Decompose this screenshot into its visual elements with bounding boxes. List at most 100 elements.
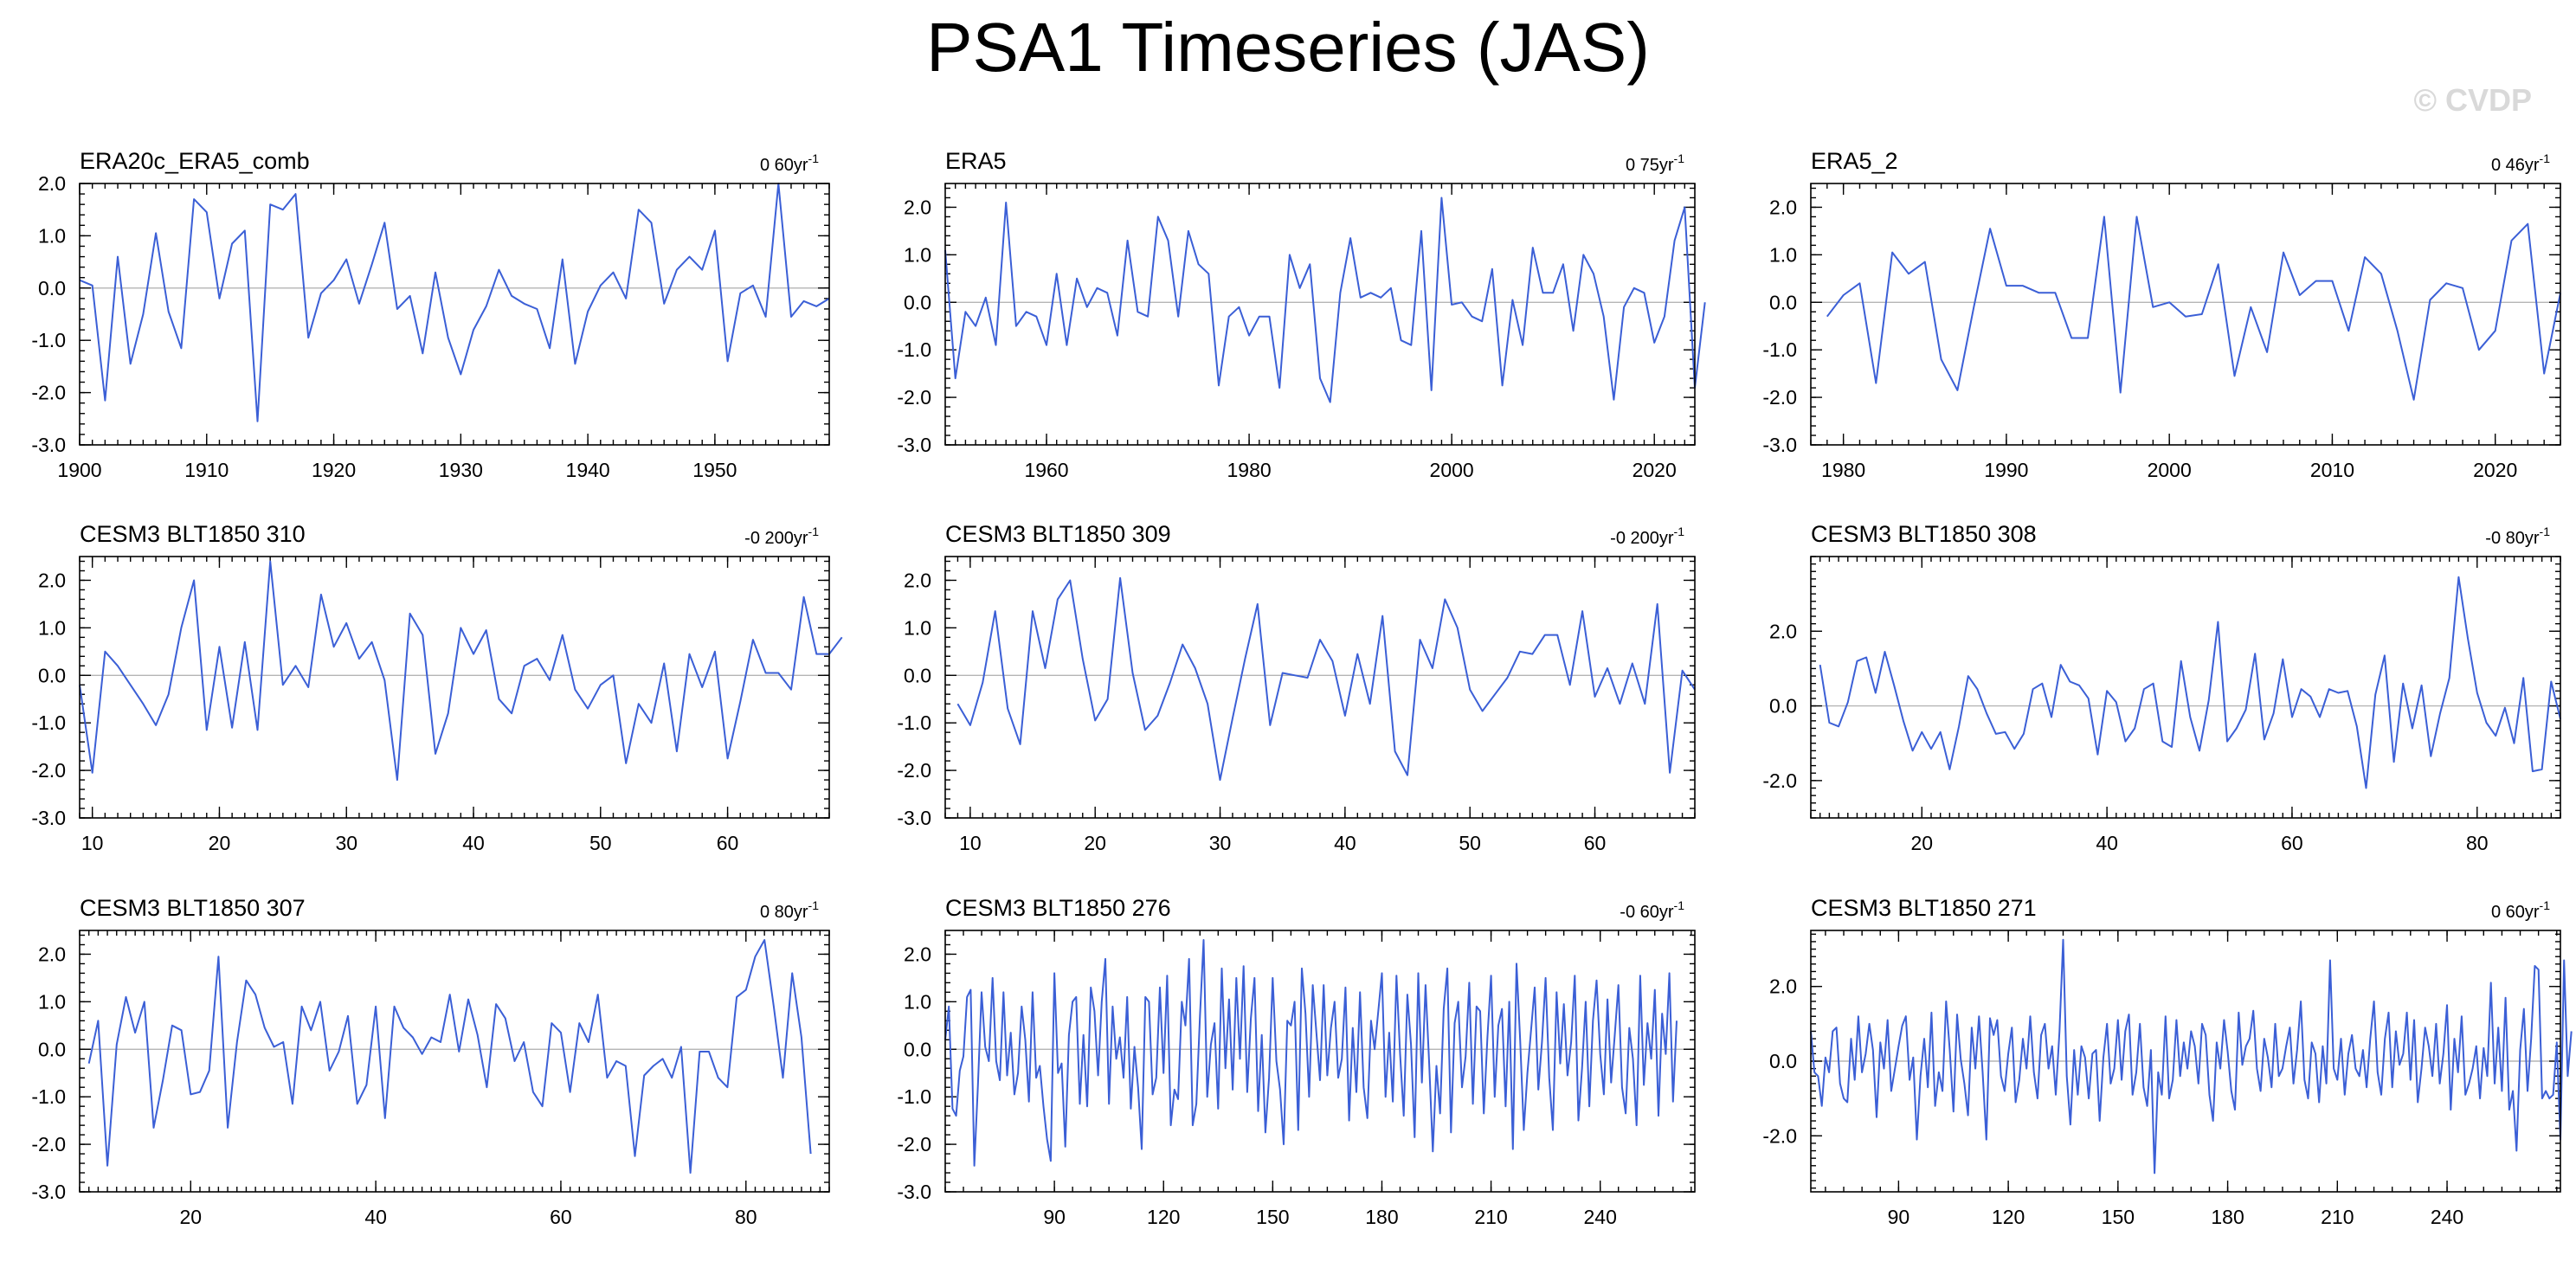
x-tick-label: 180: [2211, 1206, 2244, 1228]
panels: ERA20c_ERA5_comb 0 60yr-1 1900 1910 1920 1930…: [31, 148, 2573, 1228]
plot-frame: [944, 556, 1696, 819]
y-tick-label: -1.0: [897, 711, 931, 734]
panel-6: CESM3 BLT1850 308 -0 80yr-1 20 40 60 80 -2.0 0.…: [1762, 521, 2561, 854]
series-line: [87, 939, 812, 1174]
y-tick-label: -2.0: [897, 759, 931, 782]
x-tick-label: 180: [1365, 1206, 1398, 1228]
x-tick-label: 2020: [2473, 459, 2517, 481]
y-tick-label: 0.0: [904, 291, 931, 313]
panel-4: CESM3 BLT1850 310 -0 200yr-1 10 20 30 40 50 60 -…: [31, 521, 843, 854]
x-tick-label: 10: [959, 832, 982, 854]
trend-label: 0 80yr-1: [760, 898, 819, 922]
y-tick-label: -3.0: [31, 434, 66, 456]
y-tick-label: 1.0: [38, 224, 66, 247]
series-line: [1810, 938, 2573, 1175]
trend-label: -0 60yr-1: [1620, 898, 1684, 922]
y-tick-label: 1.0: [38, 616, 66, 639]
plot-frame: [79, 183, 830, 446]
x-tick-label: 1940: [566, 459, 610, 481]
trend-label: -0 200yr-1: [744, 525, 819, 548]
y-tick-label: 0.0: [1769, 1050, 1797, 1072]
y-tick-label: 0.0: [38, 1038, 66, 1060]
y-tick-label: 2.0: [904, 196, 931, 218]
watermark: © CVDP: [2413, 82, 2532, 118]
x-tick-label: 20: [209, 832, 231, 854]
ticks: [1810, 556, 2561, 819]
y-tick-label: -2.0: [897, 386, 931, 409]
y-tick-label: 1.0: [1769, 243, 1797, 266]
x-tick-label: 20: [1084, 832, 1106, 854]
trend-label: 0 75yr-1: [1626, 151, 1684, 175]
y-tick-label: 2.0: [1769, 620, 1797, 642]
x-tick-label: 2020: [1633, 459, 1677, 481]
y-tick-label: -3.0: [31, 1181, 66, 1203]
y-tick-label: -3.0: [31, 807, 66, 829]
y-tick-label: 2.0: [904, 943, 931, 965]
y-tick-label: -1.0: [31, 711, 66, 734]
ticks: [79, 557, 830, 819]
x-tick-label: 2010: [2310, 459, 2354, 481]
panel-title: CESM3 BLT1850 309: [945, 521, 1171, 547]
y-tick-label: 1.0: [904, 243, 931, 266]
plot-frame: [79, 930, 830, 1193]
y-tick-label: 0.0: [904, 664, 931, 686]
trend-exponent: -1: [2540, 898, 2551, 912]
y-tick-label: 2.0: [1769, 975, 1797, 998]
y-tick-label: 0.0: [1769, 695, 1797, 718]
x-tick-label: 150: [1256, 1206, 1289, 1228]
y-tick-label: -3.0: [1762, 434, 1797, 456]
y-tick-label: -3.0: [897, 807, 931, 829]
trend-label: 0 60yr-1: [760, 151, 819, 175]
trend-exponent: -1: [1674, 151, 1685, 165]
plot-frame: [1810, 183, 2561, 446]
trend-exponent: -1: [2540, 525, 2551, 538]
x-tick-label: 40: [2096, 832, 2118, 854]
panel-title: ERA20c_ERA5_comb: [80, 148, 310, 174]
series-line: [944, 939, 1678, 1167]
x-tick-label: 210: [2321, 1206, 2354, 1228]
plot-frame: [944, 930, 1696, 1193]
x-tick-label: 60: [717, 832, 739, 854]
x-tick-label: 50: [589, 832, 612, 854]
panel-8: CESM3 BLT1850 276 -0 60yr-1 90 120 150 180 210…: [897, 895, 1696, 1228]
x-tick-label: 20: [1910, 832, 1933, 854]
x-tick-label: 2000: [1430, 459, 1474, 481]
trend-exponent: -1: [808, 525, 820, 538]
panel-3: ERA5_2 0 46yr-1 1980 1990 2000 2010 2020 -3.0 -2…: [1762, 148, 2561, 481]
x-tick-label: 1980: [1821, 459, 1865, 481]
ticks: [944, 930, 1695, 1193]
plot-frame: [1810, 556, 2561, 819]
plot-frame: [944, 183, 1696, 446]
panel-title: CESM3 BLT1850 276: [945, 895, 1171, 921]
x-tick-label: 210: [1474, 1206, 1507, 1228]
trend-label: 0 46yr-1: [2491, 151, 2550, 175]
x-tick-label: 40: [364, 1206, 387, 1228]
y-tick-label: -1.0: [897, 1085, 931, 1108]
y-tick-label: 2.0: [904, 569, 931, 591]
trend-exponent: -1: [808, 151, 820, 165]
x-tick-label: 2000: [2148, 459, 2192, 481]
y-tick-label: -2.0: [1762, 386, 1797, 409]
x-tick-label: 1950: [692, 459, 737, 481]
panel-title: CESM3 BLT1850 271: [1811, 895, 2037, 921]
series-line: [79, 183, 830, 422]
panel-9: CESM3 BLT1850 271 0 60yr-1 90 120 150 180 210 2…: [1762, 895, 2573, 1228]
y-tick-label: -2.0: [1762, 1124, 1797, 1147]
trend-exponent: -1: [808, 898, 820, 912]
y-tick-label: -2.0: [897, 1133, 931, 1155]
panel-5: CESM3 BLT1850 309 -0 200yr-1 10 20 30 40 50 60 -…: [897, 521, 1696, 854]
trend-label: -0 80yr-1: [2485, 525, 2550, 548]
panel-title: ERA5: [945, 148, 1007, 174]
y-tick-label: 2.0: [38, 569, 66, 591]
y-tick-label: -2.0: [31, 382, 66, 404]
plot-frame: [79, 556, 830, 819]
y-tick-label: 0.0: [1769, 291, 1797, 313]
y-tick-label: 2.0: [38, 943, 66, 965]
trend-exponent: -1: [1674, 525, 1685, 538]
y-tick-label: -2.0: [31, 1133, 66, 1155]
x-tick-label: 240: [2431, 1206, 2463, 1228]
x-tick-label: 40: [462, 832, 485, 854]
x-tick-label: 90: [1043, 1206, 1066, 1228]
x-tick-label: 1960: [1024, 459, 1068, 481]
